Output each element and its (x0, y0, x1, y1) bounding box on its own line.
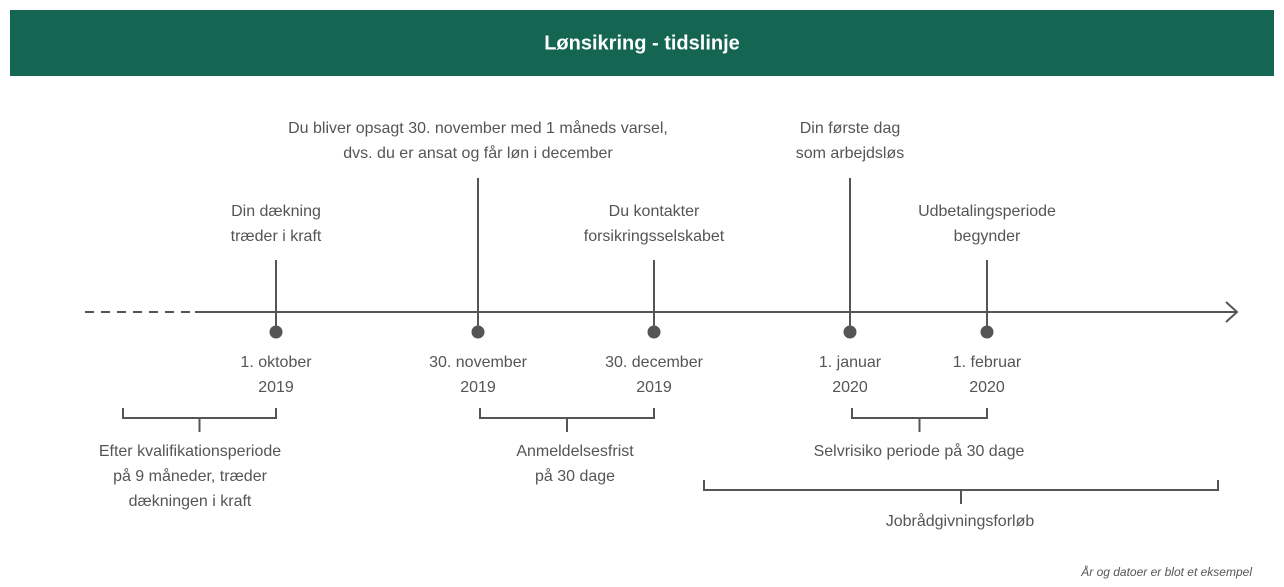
footnote: År og datoer er blot et eksempel (1080, 564, 1252, 579)
event-label: dvs. du er ansat og får løn i december (343, 144, 613, 162)
period-label: Efter kvalifikationsperiode (99, 443, 281, 460)
event-date: 1. oktober (240, 354, 312, 371)
event-dot (980, 325, 994, 339)
period-bracket (851, 408, 988, 432)
period-label: dækningen i kraft (129, 493, 252, 510)
event-label: Din dækning (231, 203, 321, 220)
period-label: Anmeldelsesfrist (516, 443, 634, 460)
event-label: træder i kraft (231, 228, 322, 245)
period-bracket (122, 408, 277, 432)
period-bracket (479, 408, 655, 432)
event-dot (269, 325, 283, 339)
period-bracket (703, 480, 1219, 504)
event-label: begynder (954, 228, 1021, 245)
event-label: Udbetalingsperiode (918, 203, 1056, 220)
event-date: 2020 (832, 379, 868, 396)
event-date: 1. februar (953, 354, 1022, 371)
event-dot (843, 325, 857, 339)
event-label: som arbejdsløs (796, 145, 904, 162)
period-label: Jobrådgivningsforløb (886, 512, 1035, 530)
event-date: 2019 (258, 379, 294, 396)
event-label: Du bliver opsagt 30. november med 1 måne… (288, 119, 668, 137)
event-date: 2019 (460, 379, 496, 396)
period-label: på 30 dage (535, 467, 615, 485)
event-label: forsikringsselskabet (584, 228, 725, 245)
timeline-arrow (1225, 301, 1239, 323)
event-dot (647, 325, 661, 339)
period-label: på 9 måneder, træder (113, 467, 268, 485)
event-date: 2019 (636, 379, 672, 396)
event-date: 30. december (605, 354, 704, 371)
event-label: Du kontakter (609, 203, 700, 220)
event-label: Din første dag (800, 120, 900, 137)
event-date: 1. januar (819, 354, 882, 371)
period-label: Selvrisiko periode på 30 dage (814, 442, 1025, 460)
header-band (10, 10, 1274, 76)
event-dot (471, 325, 485, 339)
header-title: Lønsikring - tidslinje (544, 32, 740, 54)
event-date: 30. november (429, 354, 528, 371)
event-date: 2020 (969, 379, 1005, 396)
